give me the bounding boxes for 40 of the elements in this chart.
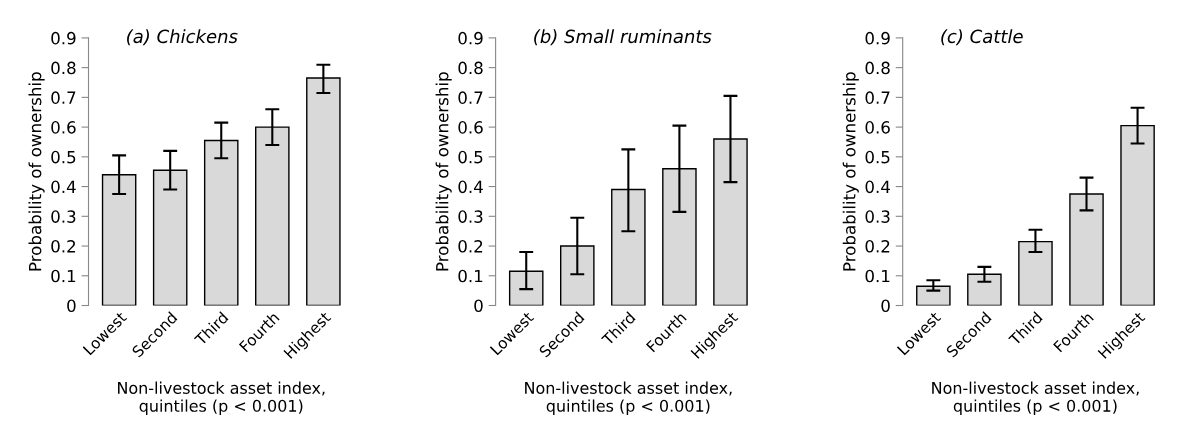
y-axis-title: Probability of ownership <box>435 72 452 271</box>
y-tick-label: 0.7 <box>458 91 483 104</box>
y-tick-label: 0.1 <box>51 269 76 283</box>
y-tick-label: 0.3 <box>51 210 76 223</box>
x-axis-title: Non-livestock asset index, quintiles (p < 0.001) <box>525 381 732 415</box>
y-tick-label: 0.7 <box>51 91 76 104</box>
y-tick-label: 0.9 <box>458 31 483 45</box>
y-tick-label: 0.9 <box>51 31 76 45</box>
y-tick-label: 0.5 <box>458 150 483 164</box>
x-axis-title: Non-livestock asset index, quintiles (p < 0.001) <box>118 381 325 415</box>
y-tick-label: 0.8 <box>458 61 483 75</box>
y-tick-label: 0.4 <box>51 180 76 194</box>
y-tick-label: 0.3 <box>458 210 483 223</box>
y-tick-label: 0.8 <box>865 61 890 75</box>
y-tick-label: 0.7 <box>865 91 890 104</box>
x-axis-title: Non-livestock asset index, quintiles (p < 0.001) <box>932 381 1139 415</box>
y-tick-label: 0.4 <box>458 180 483 194</box>
y-tick-label: 0 <box>474 299 483 313</box>
y-tick-label: 0.2 <box>458 240 483 253</box>
chart-title: (a) Chickens <box>127 29 238 46</box>
chart-title: (b) Small ruminants <box>534 29 712 46</box>
y-tick-label: 0.1 <box>865 269 890 283</box>
y-tick-label: 0.3 <box>865 210 890 223</box>
y-tick-label: 0.5 <box>51 150 76 164</box>
y-tick-label: 0.4 <box>865 180 890 194</box>
y-tick-label: 0.6 <box>51 121 76 134</box>
y-tick-label: 0 <box>67 299 76 313</box>
bar <box>916 285 951 306</box>
y-tick-label: 0.2 <box>865 240 890 253</box>
y-axis-title: Probability of ownership <box>28 72 45 271</box>
y-tick-label: 0.8 <box>51 61 76 75</box>
chart-title: (c) Cattle <box>941 29 1023 46</box>
y-axis-title: Probability of ownership <box>842 72 859 271</box>
y-tick-label: 0.6 <box>865 121 890 134</box>
y-tick-label: 0.6 <box>458 121 483 134</box>
y-tick-label: 0.1 <box>458 269 483 283</box>
y-tick-label: 0.2 <box>51 240 76 253</box>
y-tick-label: 0 <box>881 299 890 313</box>
y-tick-label: 0.9 <box>865 31 890 45</box>
y-tick-label: 0.5 <box>865 150 890 164</box>
